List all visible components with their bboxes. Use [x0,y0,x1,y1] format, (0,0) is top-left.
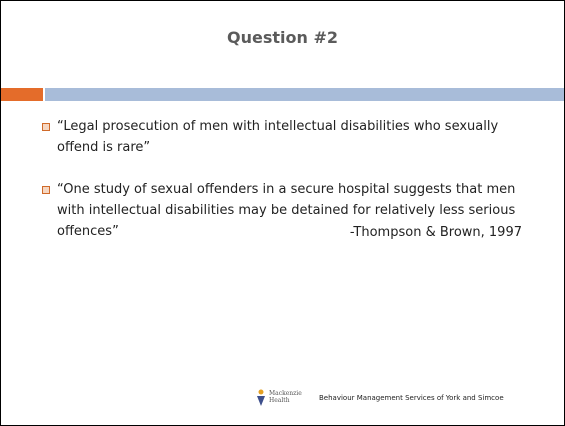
bullet: “Legal prosecution of men with intellect… [42,116,527,158]
logo-icon [257,389,265,406]
logo-line: Health [269,397,290,404]
accent-bar [1,88,43,101]
citation: -Thompson & Brown, 1997 [349,225,522,240]
header-bar [45,88,564,101]
bullet: “One study of sexual offenders in a secu… [42,179,527,242]
logo-text: Mackenzie Health [269,390,302,404]
logo-line: Mackenzie [269,390,302,397]
slide-title: Question #2 [227,28,338,47]
footer: Behaviour Management Services of York an… [319,394,504,402]
